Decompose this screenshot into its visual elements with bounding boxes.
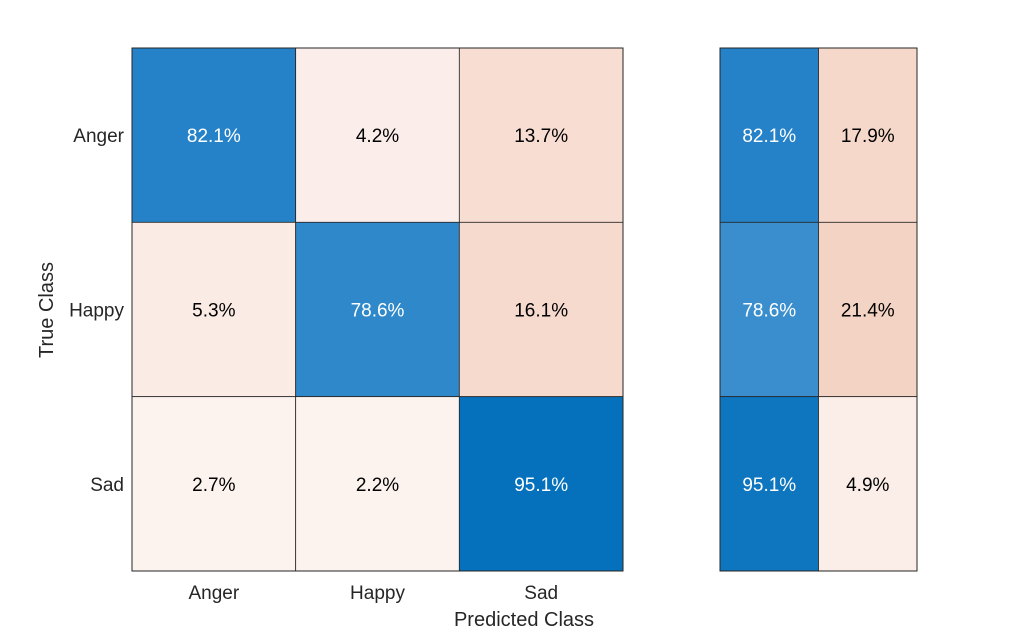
row-summary-grid: 82.1% 17.9% 78.6% 21.4% 95.1% 4.9% bbox=[719, 47, 918, 572]
column-tick-label: Anger bbox=[188, 583, 239, 604]
column-tick-label: Happy bbox=[350, 583, 405, 604]
summary-cell-label: 82.1% bbox=[742, 126, 796, 147]
matrix-cell-label: 5.3% bbox=[192, 300, 235, 321]
summary-cell bbox=[818, 47, 918, 223]
matrix-cell bbox=[131, 396, 297, 572]
matrix-cell bbox=[295, 221, 460, 398]
y-axis-label: True Class bbox=[36, 262, 58, 358]
column-tick-label: Sad bbox=[524, 583, 558, 604]
summary-cell-label: 21.4% bbox=[841, 300, 895, 321]
summary-cell-label: 4.9% bbox=[846, 475, 889, 496]
matrix-cell-label: 78.6% bbox=[351, 300, 405, 321]
matrix-cell bbox=[131, 47, 297, 223]
matrix-border bbox=[131, 47, 624, 572]
matrix-cell-label: 2.2% bbox=[356, 475, 399, 496]
summary-cell-label: 78.6% bbox=[742, 300, 796, 321]
matrix-cell bbox=[458, 221, 624, 398]
summary-cell bbox=[818, 221, 918, 398]
row-tick-label: Anger bbox=[73, 126, 124, 147]
matrix-cell-label: 16.1% bbox=[514, 300, 568, 321]
matrix-cell bbox=[295, 396, 460, 572]
matrix-cell-label: 4.2% bbox=[356, 126, 399, 147]
row-tick-label: Happy bbox=[69, 300, 124, 321]
summary-cell bbox=[719, 47, 819, 223]
x-axis-label: Predicted Class bbox=[454, 609, 594, 631]
confusion-matrix-grid: 82.1% 4.2% 13.7% 5.3% 78.6% 16.1% 2.7% 2.2% 95.1… bbox=[131, 47, 624, 572]
row-tick-label: Sad bbox=[90, 475, 124, 496]
matrix-cell bbox=[295, 47, 460, 223]
summary-cell-label: 95.1% bbox=[742, 475, 796, 496]
summary-cell-label: 17.9% bbox=[841, 126, 895, 147]
matrix-cell-label: 82.1% bbox=[187, 126, 241, 147]
matrix-cell-label: 13.7% bbox=[514, 126, 568, 147]
summary-cell bbox=[719, 221, 819, 398]
matrix-cell bbox=[131, 221, 297, 398]
row-tick-labels: Anger Happy Sad bbox=[69, 126, 125, 496]
matrix-cell-label: 2.7% bbox=[192, 475, 235, 496]
summary-border bbox=[719, 47, 918, 572]
column-tick-labels: Anger Happy Sad bbox=[188, 583, 558, 604]
matrix-cell-label: 95.1% bbox=[514, 475, 568, 496]
summary-cell bbox=[818, 396, 918, 572]
summary-cell bbox=[719, 396, 819, 572]
